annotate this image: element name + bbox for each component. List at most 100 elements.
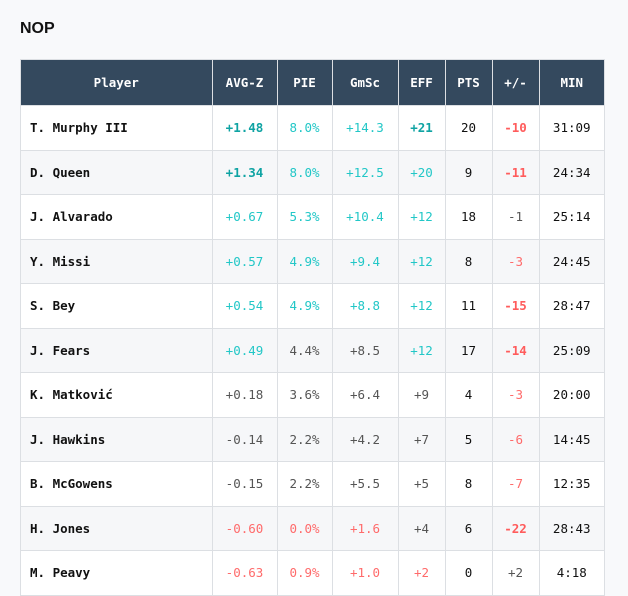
cell-gmsc: +1.0: [332, 550, 399, 595]
cell-plus-minus: -11: [492, 149, 540, 195]
cell-min: 20:00: [539, 372, 604, 417]
table-header-row: Player AVG-Z PIE GmSc EFF PTS +/- MIN: [21, 60, 604, 106]
cell-avg-z: -0.15: [212, 461, 278, 506]
cell-eff: +2: [398, 550, 446, 595]
cell-eff: +12: [398, 283, 446, 328]
cell-min: 28:47: [539, 283, 604, 328]
table-row: S. Bey +0.54 4.9% +8.8 +12 11 -15 28:47: [21, 283, 604, 328]
table-row: T. Murphy III +1.48 8.0% +14.3 +21 20 -10 31:09: [21, 105, 604, 150]
table-row: K. Matković +0.18 3.6% +6.4 +9 4 -3 20:00: [21, 372, 604, 417]
cell-plus-minus: +2: [492, 550, 540, 595]
cell-avg-z: +0.49: [212, 327, 278, 373]
cell-gmsc: +6.4: [332, 372, 399, 417]
cell-pie: 5.3%: [277, 194, 333, 239]
column-header-pts[interactable]: PTS: [445, 60, 493, 106]
cell-min: 25:14: [539, 194, 604, 239]
column-header-min[interactable]: MIN: [539, 60, 604, 106]
cell-avg-z: +0.57: [212, 238, 278, 284]
cell-eff: +9: [398, 372, 446, 417]
table-row: J. Alvarado +0.67 5.3% +10.4 +12 18 -1 25:14: [21, 194, 604, 239]
player-name: Y. Missi: [21, 238, 213, 284]
cell-gmsc: +10.4: [332, 194, 399, 239]
cell-min: 31:09: [539, 105, 604, 150]
cell-pts: 9: [445, 149, 493, 195]
cell-eff: +21: [398, 105, 446, 150]
column-header-avg-z[interactable]: AVG-Z: [212, 60, 278, 106]
cell-gmsc: +1.6: [332, 505, 399, 551]
cell-gmsc: +9.4: [332, 238, 399, 284]
cell-pts: 4: [445, 372, 493, 417]
cell-pie: 2.2%: [277, 416, 333, 462]
cell-plus-minus: -15: [492, 283, 540, 328]
column-header-pie[interactable]: PIE: [277, 60, 333, 106]
player-name: K. Matković: [21, 372, 213, 417]
table-row: B. McGowens -0.15 2.2% +5.5 +5 8 -7 12:35: [21, 461, 604, 506]
table-row: H. Jones -0.60 0.0% +1.6 +4 6 -22 28:43: [21, 505, 604, 551]
cell-pie: 4.9%: [277, 238, 333, 284]
cell-pts: 0: [445, 550, 493, 595]
cell-plus-minus: -3: [492, 372, 540, 417]
cell-avg-z: +0.67: [212, 194, 278, 239]
cell-min: 24:45: [539, 238, 604, 284]
cell-pie: 3.6%: [277, 372, 333, 417]
cell-min: 28:43: [539, 505, 604, 551]
cell-eff: +12: [398, 238, 446, 284]
player-stats-table-container: Player AVG-Z PIE GmSc EFF PTS +/- MIN T. Murphy…: [20, 59, 605, 596]
cell-plus-minus: -1: [492, 194, 540, 239]
player-name: J. Hawkins: [21, 416, 213, 462]
cell-min: 14:45: [539, 416, 604, 462]
column-header-gmsc[interactable]: GmSc: [332, 60, 399, 106]
cell-avg-z: +1.48: [212, 105, 278, 150]
cell-pts: 8: [445, 238, 493, 284]
cell-avg-z: +1.34: [212, 149, 278, 195]
cell-pts: 5: [445, 416, 493, 462]
cell-plus-minus: -10: [492, 105, 540, 150]
cell-avg-z: -0.14: [212, 416, 278, 462]
cell-eff: +20: [398, 149, 446, 195]
column-header-eff[interactable]: EFF: [398, 60, 446, 106]
player-name: J. Fears: [21, 327, 213, 373]
cell-avg-z: -0.63: [212, 550, 278, 595]
cell-gmsc: +14.3: [332, 105, 399, 150]
cell-pts: 18: [445, 194, 493, 239]
cell-eff: +12: [398, 327, 446, 373]
player-name: H. Jones: [21, 505, 213, 551]
cell-plus-minus: -14: [492, 327, 540, 373]
column-header-player[interactable]: Player: [21, 60, 213, 106]
table-row: D. Queen +1.34 8.0% +12.5 +20 9 -11 24:34: [21, 149, 604, 195]
cell-plus-minus: -6: [492, 416, 540, 462]
player-name: J. Alvarado: [21, 194, 213, 239]
cell-min: 25:09: [539, 327, 604, 373]
cell-avg-z: +0.18: [212, 372, 278, 417]
cell-pts: 8: [445, 461, 493, 506]
team-title: NOP: [20, 20, 55, 37]
cell-plus-minus: -3: [492, 238, 540, 284]
cell-plus-minus: -7: [492, 461, 540, 506]
cell-gmsc: +8.5: [332, 327, 399, 373]
cell-min: 12:35: [539, 461, 604, 506]
cell-pie: 4.9%: [277, 283, 333, 328]
player-name: M. Peavy: [21, 550, 213, 595]
cell-gmsc: +5.5: [332, 461, 399, 506]
cell-gmsc: +8.8: [332, 283, 399, 328]
cell-pts: 6: [445, 505, 493, 551]
cell-min: 24:34: [539, 149, 604, 195]
cell-gmsc: +12.5: [332, 149, 399, 195]
player-name: T. Murphy III: [21, 105, 213, 150]
cell-pts: 20: [445, 105, 493, 150]
cell-eff: +12: [398, 194, 446, 239]
cell-pie: 0.0%: [277, 505, 333, 551]
cell-gmsc: +4.2: [332, 416, 399, 462]
table-row: M. Peavy -0.63 0.9% +1.0 +2 0 +2 4:18: [21, 550, 604, 595]
cell-pie: 0.9%: [277, 550, 333, 595]
cell-pts: 11: [445, 283, 493, 328]
cell-avg-z: +0.54: [212, 283, 278, 328]
player-stats-table: Player AVG-Z PIE GmSc EFF PTS +/- MIN T. Murphy…: [21, 60, 604, 595]
cell-eff: +5: [398, 461, 446, 506]
cell-pie: 8.0%: [277, 149, 333, 195]
cell-pts: 17: [445, 327, 493, 373]
cell-plus-minus: -22: [492, 505, 540, 551]
column-header-plus-minus[interactable]: +/-: [492, 60, 540, 106]
table-row: Y. Missi +0.57 4.9% +9.4 +12 8 -3 24:45: [21, 238, 604, 284]
cell-avg-z: -0.60: [212, 505, 278, 551]
